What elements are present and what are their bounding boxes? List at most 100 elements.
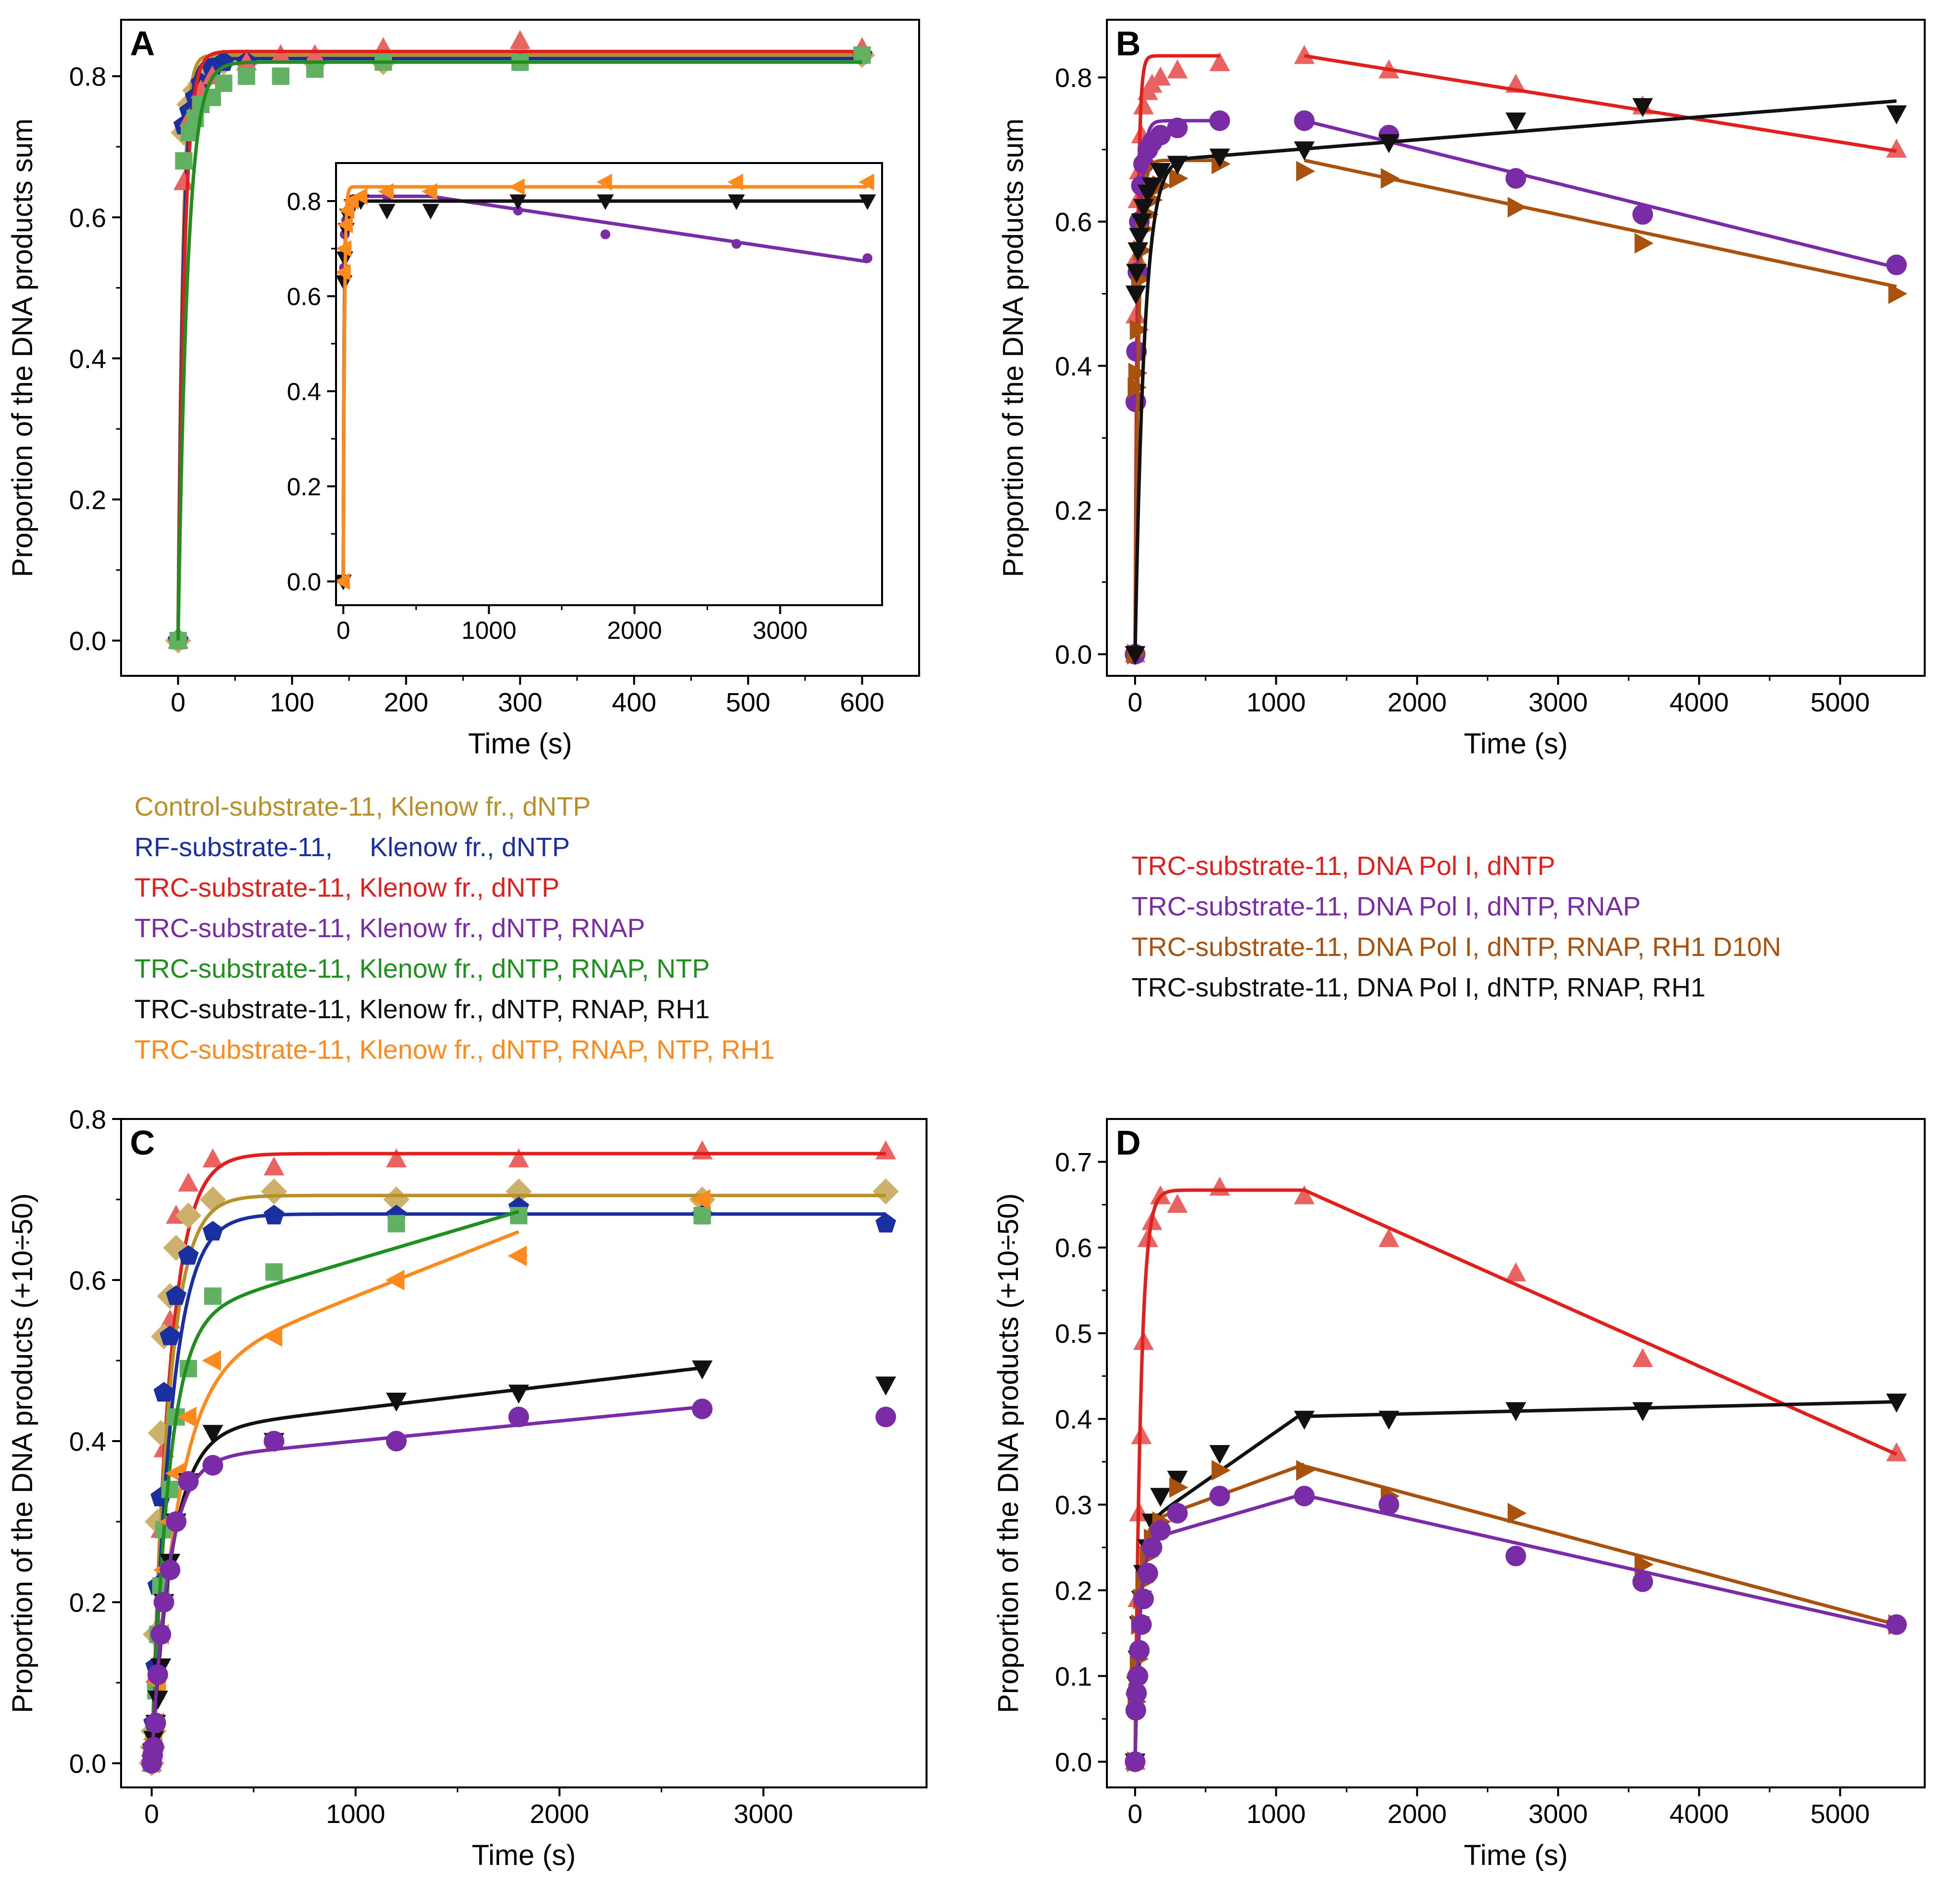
panel-C-point-control: [506, 1178, 532, 1205]
inset-point-trc_rnap_ntp_rh1: [336, 240, 352, 257]
panel-C-ylabel: Proportion of the DNA products (+10÷50): [6, 1193, 39, 1713]
panel-A-xtick-label: 100: [270, 688, 314, 717]
panel-D-ytick-label: 0.5: [1055, 1319, 1092, 1349]
panel-C-point-trc_rnap_rh1: [147, 1691, 169, 1710]
panel-C-fit-trc: [150, 1152, 886, 1765]
panel-label-D: D: [1116, 1123, 1141, 1162]
panel-B-xtick-label: 0: [1128, 688, 1142, 717]
panel-B-point-polI: [1133, 95, 1154, 115]
panel-B-ytick-label: 0.8: [1055, 63, 1092, 93]
panel-D-point-polI: [1505, 1262, 1526, 1282]
panel-D-xtick-label: 3000: [1528, 1799, 1588, 1829]
inset-point-trc_rnap_rh1: [422, 204, 439, 220]
panel-C: 0 1000 2000 3000 0.0 0.2 0.4 0.6 0.8 Time (s) Prop…: [6, 1105, 928, 1871]
panel-C-point-trc: [263, 1156, 285, 1176]
panel-D-xlabel: Time (s): [1464, 1839, 1567, 1871]
panel-D-point-polI_rnap: [1209, 1486, 1230, 1507]
inset-point-trc_rnap_rh1: [379, 204, 396, 220]
panel-B-point-polI_rnap: [1632, 204, 1653, 225]
panel-A-point-trc_rnap_ntp: [272, 67, 290, 85]
legend-entry: TRC-substrate-11, Klenow fr., dNTP, RNAP…: [134, 994, 710, 1024]
panel-B-fit-polI_rnap_d10n: [1133, 159, 1222, 656]
panel-B-point-polI_rnap_d10n: [1296, 161, 1315, 182]
panel-B-point-polI_rnap_rh1: [1150, 163, 1171, 182]
panel-B-ylabel: Proportion of the DNA products sum: [997, 119, 1029, 577]
panel-D-point-polI_rnap_rh1: [1209, 1445, 1230, 1464]
panel-C-point-trc_rnap_rh1: [386, 1393, 407, 1412]
panel-C-ytick-label: 0.4: [69, 1427, 106, 1456]
panel-D-xtick-label: 2000: [1388, 1799, 1447, 1829]
panel-D-xtick-label: 5000: [1811, 1799, 1870, 1829]
panel-B-xlabel: Time (s): [1464, 728, 1567, 760]
panel-C-point-control: [261, 1178, 287, 1205]
panel-B-ytick-label: 0.2: [1055, 496, 1092, 526]
inset-point-trc_rnap_ntp_rh1: [352, 188, 368, 205]
plot-area-B: [1125, 45, 1907, 665]
panel-B-xtick-label: 1000: [1246, 688, 1306, 717]
legend-entry: TRC-substrate-11, DNA Pol I, dNTP, RNAP: [1132, 892, 1641, 921]
panel-C-series-trc_rnap_ntp_rh1: [140, 1189, 711, 1774]
panel-B-point-polI_rnap_rh1: [1294, 141, 1315, 161]
panel-C-point-trc_rnap_ntp_rh1: [202, 1350, 221, 1371]
panel-A-point-trc: [270, 44, 291, 63]
panel-C-xtick-label: 1000: [326, 1799, 385, 1829]
panel-C-point-trc_rnap: [386, 1431, 407, 1451]
panel-A-fit-rf: [176, 57, 862, 642]
panel-D-point-polI_rnap: [1378, 1494, 1399, 1515]
panel-A-xtick-label: 0: [170, 688, 185, 717]
panel-C-point-trc_rnap: [692, 1398, 713, 1419]
panel-C-point-trc: [875, 1140, 896, 1159]
panel-A-ytick-label: 0.0: [69, 626, 106, 656]
legend-entry: TRC-substrate-11, Klenow fr., dNTP, RNAP…: [134, 954, 710, 984]
panel-B-point-polI_rnap: [1886, 254, 1907, 276]
panel-B-point-polI: [1150, 66, 1171, 86]
panel-B-point-polI_rnap_d10n: [1634, 233, 1654, 254]
inset-bg: [336, 163, 882, 605]
panel-A-xtick-label: 200: [384, 688, 428, 717]
panel-B-series-polI_rnap: [1125, 110, 1907, 665]
panel-A-point-trc: [236, 51, 257, 71]
panel-label-B: B: [1116, 24, 1141, 63]
panel-D-ylabel: Proportion of the DNA products (+10÷50): [992, 1193, 1024, 1713]
panel-D-point-polI: [1378, 1228, 1399, 1247]
panel-B-point-polI_rnap_rh1: [1126, 264, 1147, 283]
panel-B-point-polI: [1886, 138, 1907, 158]
panel-C-point-trc_rnap_ntp: [510, 1207, 528, 1225]
panel-C-series-trc: [141, 1140, 896, 1772]
panel-D-fit-polI_rnap_rh1: [1304, 1400, 1897, 1418]
panel-C-point-rf: [153, 1382, 174, 1402]
panel-C-point-trc_rnap_ntp_rh1: [177, 1407, 197, 1427]
panel-D-series-polI_rnap: [1125, 1486, 1907, 1772]
panel-D-point-polI_rnap: [1505, 1545, 1526, 1567]
panel-B-point-polI_rnap: [1167, 118, 1188, 138]
panel-C-point-rf: [178, 1245, 199, 1265]
panel-C-xtick-label: 3000: [734, 1799, 793, 1829]
panel-C-point-rf: [875, 1212, 896, 1233]
panel-C-point-trc: [386, 1148, 407, 1167]
panel-label-A: A: [130, 24, 155, 63]
legend-entry: Control-substrate-11, Klenow fr., dNTP: [134, 792, 591, 822]
panel-D-point-polI: [1167, 1194, 1188, 1213]
panel-C-fit-trc_rnap: [150, 1405, 703, 1765]
panel-D-ytick-label: 0.1: [1055, 1662, 1092, 1692]
panel-D-fit-polI: [1133, 1188, 1898, 1764]
panel-C-series-trc_rnap_ntp: [143, 1207, 711, 1772]
panel-B-xtick-label: 4000: [1669, 688, 1729, 717]
panel-C-point-trc_rnap_ntp: [693, 1207, 711, 1225]
plot-area-C: [138, 1140, 899, 1777]
panel-C-point-trc_rnap_ntp: [387, 1215, 405, 1233]
panel-D-xtick-label: 1000: [1246, 1799, 1306, 1829]
panel-D-ytick-label: 0.2: [1055, 1576, 1092, 1606]
panel-D-xtick-label: 0: [1128, 1799, 1142, 1829]
panel-C-point-trc: [202, 1148, 223, 1167]
panel-C-point-rf: [202, 1221, 223, 1241]
inset-point-trc_rnap_ntp_rh1: [336, 264, 351, 281]
panel-A-point-trc_rnap_ntp: [175, 152, 193, 170]
panel-D-point-polI_rnap_d10n: [1296, 1460, 1315, 1481]
panel-D-point-polI_rnap_rh1: [1632, 1402, 1653, 1421]
panel-B-point-polI_rnap_d10n: [1169, 168, 1188, 189]
panel-C-ytick-label: 0.0: [69, 1749, 106, 1779]
panel-D-series-polI: [1125, 1176, 1907, 1770]
panel-D-frame: [1106, 1118, 1926, 1788]
